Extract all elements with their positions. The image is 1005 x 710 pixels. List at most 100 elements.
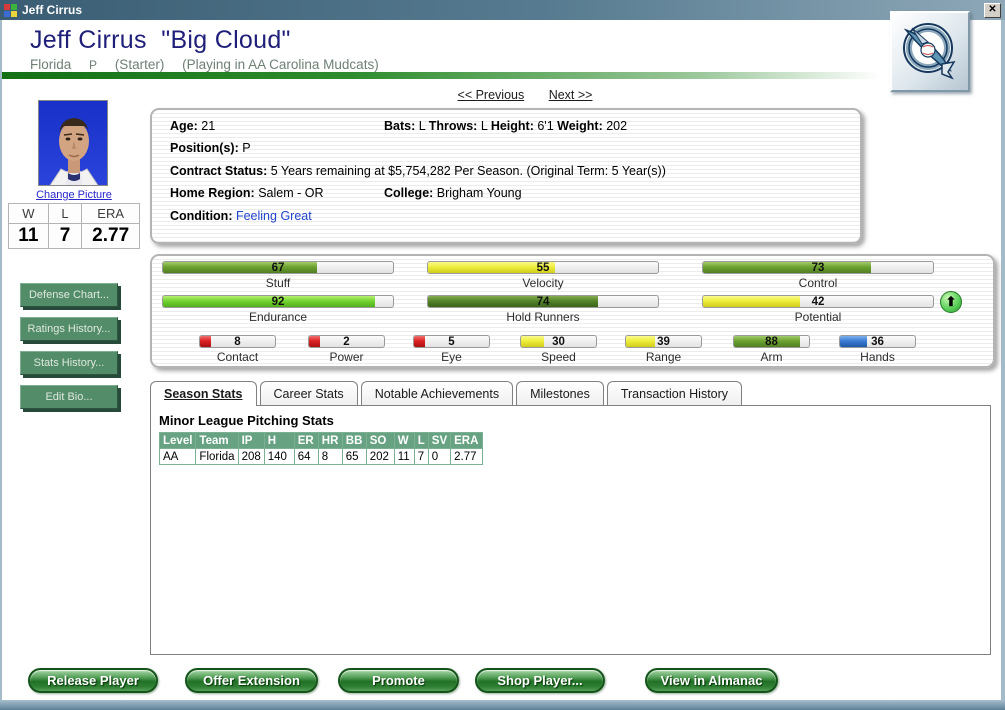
stats-cell: AA — [158, 448, 197, 465]
bio-panel: Age: 21 Bats: L Throws: L Height: 6'1 We… — [150, 108, 862, 244]
rating-stuff: 67 Stuff — [162, 261, 394, 290]
rating-label: Arm — [760, 350, 783, 364]
tab-milestones[interactable]: Milestones — [516, 381, 604, 405]
rating-bar-track: 73 — [702, 261, 934, 274]
rating-bar-fill — [626, 336, 656, 347]
tab-notable-achievements[interactable]: Notable Achievements — [360, 381, 514, 405]
rating-label: Velocity — [522, 276, 564, 290]
rating-control: 73 Control — [702, 261, 934, 290]
app-icon — [4, 3, 17, 17]
player-name: Jeff Cirrus — [30, 26, 147, 54]
stats-col-hr: HR — [317, 432, 343, 449]
rating-value: 55 — [536, 262, 550, 274]
rating-velocity: 55 Velocity — [427, 261, 659, 290]
record-value-w: 11 — [8, 223, 49, 249]
bio-row-contract: Contract Status: 5 Years remaining at $5… — [170, 163, 666, 178]
record-header-row: W L ERA — [8, 203, 140, 224]
rating-value: 30 — [552, 336, 565, 348]
rating-label: Endurance — [248, 310, 308, 324]
stats-col-er: ER — [293, 432, 319, 449]
header-divider — [2, 72, 1001, 79]
rating-bar-fill — [521, 336, 544, 347]
close-icon[interactable]: ✕ — [984, 2, 1001, 18]
rating-bar-fill — [840, 336, 867, 347]
condition-link[interactable]: Feeling Great — [235, 208, 312, 223]
action-button-offer-extension[interactable]: Offer Extension — [185, 668, 318, 693]
stats-col-w: W — [393, 432, 415, 449]
stats-cell: 7 — [413, 448, 429, 465]
previous-player-link[interactable]: << Previous — [457, 88, 525, 102]
rating-endurance: 92 Endurance — [162, 295, 394, 324]
rating-label: Control — [798, 276, 838, 290]
action-button-shop-player[interactable]: Shop Player... — [475, 668, 605, 693]
bio-row-condition: Condition: Feeling Great — [170, 208, 312, 223]
rating-label: Stuff — [265, 276, 291, 290]
stats-heading: Minor League Pitching Stats — [159, 413, 334, 428]
stats-cell: Florida — [195, 448, 239, 465]
rating-range: 39 Range — [625, 335, 702, 364]
rating-label: Potential — [794, 310, 842, 324]
stats-cell: 65 — [341, 448, 367, 465]
window-border-bottom — [0, 700, 1005, 710]
record-table: W L ERA 11 7 2.77 — [8, 203, 140, 249]
bio-row-1: Age: 21 Bats: L Throws: L Height: 6'1 We… — [170, 119, 628, 133]
sidebar-button-ratings-history[interactable]: Ratings History... — [20, 317, 118, 341]
rating-value: 88 — [765, 336, 778, 348]
sidebar-button-stats-history[interactable]: Stats History... — [20, 351, 118, 375]
rating-bar-fill — [703, 262, 871, 273]
stats-col-era: ERA — [450, 432, 484, 449]
record-value-era: 2.77 — [81, 223, 140, 249]
rating-bar-track: 55 — [427, 261, 659, 274]
player-position: P — [89, 58, 98, 72]
rating-label: Range — [645, 350, 682, 364]
sidebar-button-edit-bio[interactable]: Edit Bio... — [20, 385, 118, 409]
record-header-l: L — [47, 203, 83, 224]
rating-power: 2 Power — [308, 335, 385, 364]
rating-value: 5 — [448, 336, 455, 348]
rating-value: 39 — [657, 336, 670, 348]
action-button-view-in-almanac[interactable]: View in Almanac — [645, 668, 778, 693]
rating-bar-fill — [428, 296, 599, 307]
record-header-w: W — [8, 203, 49, 224]
player-photo — [38, 100, 108, 186]
next-player-link[interactable]: Next >> — [548, 88, 593, 102]
stats-cell: 0 — [427, 448, 452, 465]
rating-bar-track: 8 — [199, 335, 276, 348]
player-face-image — [39, 101, 107, 185]
rating-bar-fill — [428, 262, 555, 273]
rating-bar-track: 74 — [427, 295, 659, 308]
rating-bar-track: 39 — [625, 335, 702, 348]
rating-value: 92 — [271, 296, 285, 308]
stats-cell: 64 — [293, 448, 319, 465]
stats-col-ip: IP — [237, 432, 265, 449]
rating-bar-track: 5 — [413, 335, 490, 348]
rating-label: Contact — [216, 350, 259, 364]
player-nickname: "Big Cloud" — [161, 26, 291, 54]
tab-season-stats[interactable]: Season Stats — [150, 381, 257, 406]
rating-hold-runners: 74 Hold Runners — [427, 295, 659, 324]
rating-bar-fill — [163, 296, 375, 307]
rating-bar-fill — [703, 296, 800, 307]
change-picture-link[interactable]: Change Picture — [36, 189, 112, 201]
bio-row-home: Home Region: Salem - OR College: Brigham… — [170, 186, 522, 201]
tab-career-stats[interactable]: Career Stats — [259, 381, 358, 405]
sidebar-button-defense-chart[interactable]: Defense Chart... — [20, 283, 118, 307]
tab-transaction-history[interactable]: Transaction History — [606, 381, 743, 405]
rating-speed: 30 Speed — [520, 335, 597, 364]
stats-cell: 11 — [393, 448, 415, 465]
rating-value: 73 — [811, 262, 825, 274]
action-button-release-player[interactable]: Release Player — [28, 668, 158, 693]
rating-bar-fill — [163, 262, 318, 273]
rating-bar-track: 36 — [839, 335, 916, 348]
stats-tabs: Season Stats Career Stats Notable Achievem… — [150, 381, 743, 406]
stats-col-level: Level — [158, 432, 197, 449]
rating-value: 67 — [271, 262, 285, 274]
player-name-title: Jeff Cirrus "Big Cloud" — [30, 26, 291, 55]
title-bar: Jeff Cirrus ✕ — [0, 0, 1005, 20]
season-stats-panel: Minor League Pitching Stats Level Team IP H… — [150, 405, 991, 655]
potential-trend-up-icon[interactable]: ⬆ — [940, 291, 962, 313]
action-button-promote[interactable]: Promote — [338, 668, 459, 693]
player-subtitle: Florida P (Starter) (Playing in AA Carol… — [30, 57, 393, 72]
rating-bar-track: 67 — [162, 261, 394, 274]
